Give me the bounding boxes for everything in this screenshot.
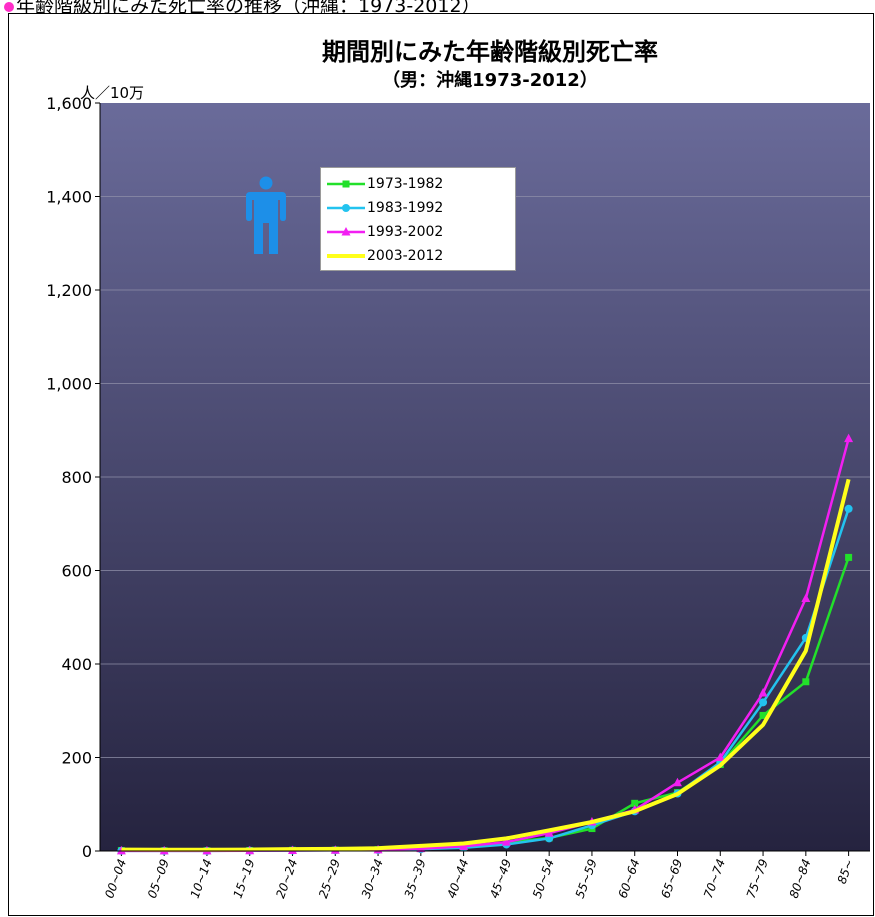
data-point	[116, 845, 126, 855]
legend-label: 1973-1982	[367, 176, 444, 192]
y-tick-label: 0	[82, 842, 92, 861]
x-tick-label: 05~09	[145, 857, 172, 900]
y-tick-label: 1,400	[46, 188, 92, 207]
legend-swatch	[327, 227, 365, 236]
y-tick-label: 1,600	[46, 94, 92, 113]
data-point	[631, 799, 639, 807]
data-point	[759, 711, 767, 719]
legend-item: 2003-2012	[327, 244, 515, 268]
y-tick-label: 200	[61, 749, 92, 768]
legend-label: 1983-1992	[367, 200, 444, 216]
person-male-icon	[246, 176, 286, 254]
x-tick-label: 75~79	[744, 857, 771, 900]
series-2003-2012	[121, 478, 851, 852]
x-tick-label: 60~64	[616, 857, 643, 900]
chart-legend: 1973-1982 1983-1992 1993-2002 2003-2012	[320, 167, 516, 271]
heading-bullet-icon	[4, 1, 14, 12]
y-tick-label: 600	[61, 562, 92, 581]
x-tick-label: 35~39	[402, 857, 429, 900]
legend-item: 1973-1982	[327, 172, 515, 196]
data-point	[801, 593, 811, 603]
y-tick-label: 400	[61, 655, 92, 674]
data-point	[844, 433, 854, 443]
x-tick-label: 80~84	[787, 857, 814, 900]
y-tick-label: 1,000	[46, 375, 92, 394]
x-tick-label: 70~74	[701, 857, 728, 900]
x-tick-label: 50~54	[530, 857, 557, 900]
x-tick-label: 30~34	[359, 857, 386, 900]
x-tick-label: 85~	[835, 857, 857, 886]
y-axis-ticks: 0 200 400 600 800 1,000 1,200 1,400 1,600	[46, 94, 100, 861]
data-point	[416, 843, 426, 853]
legend-swatch	[327, 204, 365, 212]
x-axis-ticks: 00~04 05~09 10~14 15~19 20~24 25~29 30~34 35~39…	[102, 851, 856, 900]
series-line	[121, 478, 851, 852]
x-tick-label: 55~59	[573, 857, 600, 900]
x-tick-label: 45~49	[487, 857, 514, 900]
x-tick-label: 20~24	[273, 857, 300, 900]
x-tick-label: 10~14	[188, 857, 215, 900]
page-heading-text: 年齢階級別にみた死亡率の推移（沖縄：1973-2012）	[16, 0, 481, 17]
legend-label: 2003-2012	[367, 248, 444, 264]
x-tick-label: 65~69	[658, 857, 685, 900]
data-point	[845, 553, 853, 561]
y-tick-label: 1,200	[46, 281, 92, 300]
legend-swatch	[327, 254, 365, 258]
legend-item: 1993-2002	[327, 220, 515, 244]
data-point	[673, 777, 682, 787]
legend-item: 1983-1992	[327, 196, 515, 220]
x-tick-label: 25~29	[316, 857, 343, 900]
x-tick-label: 40~44	[444, 857, 471, 900]
chart-title: 期間別にみた年齢階級別死亡率	[322, 38, 658, 66]
y-tick-label: 800	[61, 468, 92, 487]
legend-swatch	[327, 180, 365, 188]
x-tick-label: 15~19	[231, 857, 258, 900]
data-point	[715, 752, 725, 761]
x-tick-label: 00~04	[102, 857, 129, 900]
data-point	[802, 678, 810, 686]
data-point	[459, 841, 469, 850]
y-axis-label: 人／10万	[80, 84, 144, 102]
data-point	[501, 837, 511, 846]
legend-label: 1993-2002	[367, 224, 444, 240]
data-point	[758, 687, 768, 697]
data-point	[544, 828, 554, 837]
data-point	[759, 698, 768, 707]
chart-subtitle: （男：沖縄1973-2012）	[382, 69, 598, 91]
data-point	[844, 504, 853, 513]
page-heading: 年齢階級別にみた死亡率の推移（沖縄：1973-2012）	[4, 0, 481, 18]
